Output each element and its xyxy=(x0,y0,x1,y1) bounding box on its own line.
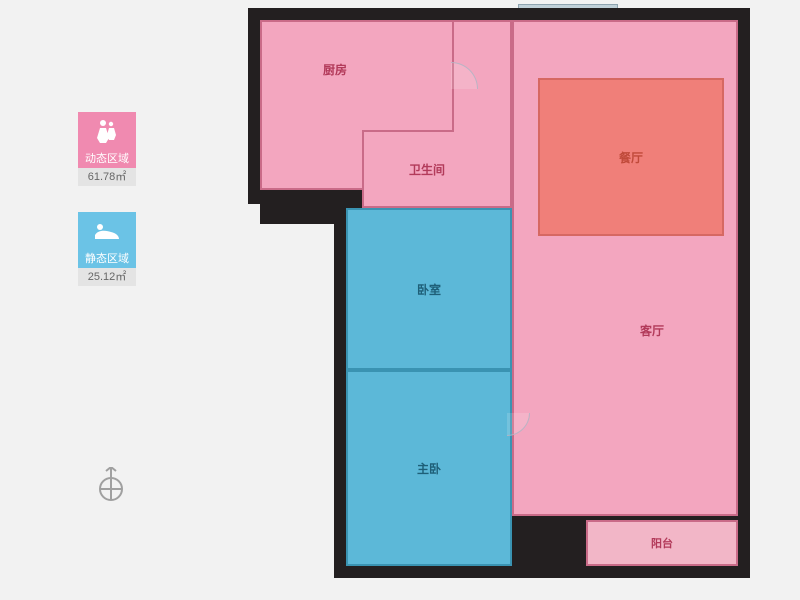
legend-dynamic: 动态区域 61.78㎡ xyxy=(78,112,136,186)
wall-gap xyxy=(248,204,260,228)
legend-static-title: 静态区域 xyxy=(78,250,136,268)
room-balcony-label: 阳台 xyxy=(651,535,673,551)
room-master-label: 主卧 xyxy=(417,460,441,477)
legend-dynamic-swatch xyxy=(78,112,136,150)
legend-dynamic-title: 动态区域 xyxy=(78,150,136,168)
legend-static: 静态区域 25.12㎡ xyxy=(78,212,136,286)
room-bathroom-label: 卫生间 xyxy=(409,161,445,178)
room-hall-upper xyxy=(454,20,512,208)
room-master: 主卧 xyxy=(346,370,512,566)
people-icon xyxy=(94,119,120,143)
room-dining: 餐厅 xyxy=(538,78,724,236)
room-balcony: 阳台 xyxy=(586,520,738,566)
legend-static-swatch xyxy=(78,212,136,250)
legend-dynamic-value: 61.78㎡ xyxy=(78,168,136,186)
floor-plan: 厨房 卫生间 客厅 餐厅 卧室 主卧 阳台 xyxy=(248,8,750,578)
legend: 动态区域 61.78㎡ 静态区域 25.12㎡ xyxy=(78,112,138,312)
room-dining-label: 餐厅 xyxy=(619,149,643,166)
room-bedroom: 卧室 xyxy=(346,208,512,370)
room-kitchen-label: 厨房 xyxy=(323,61,347,78)
legend-static-value: 25.12㎡ xyxy=(78,268,136,286)
compass-icon xyxy=(95,467,127,503)
room-living-label: 客厅 xyxy=(640,322,664,339)
sleep-icon xyxy=(93,221,121,241)
room-bedroom-label: 卧室 xyxy=(417,281,441,298)
